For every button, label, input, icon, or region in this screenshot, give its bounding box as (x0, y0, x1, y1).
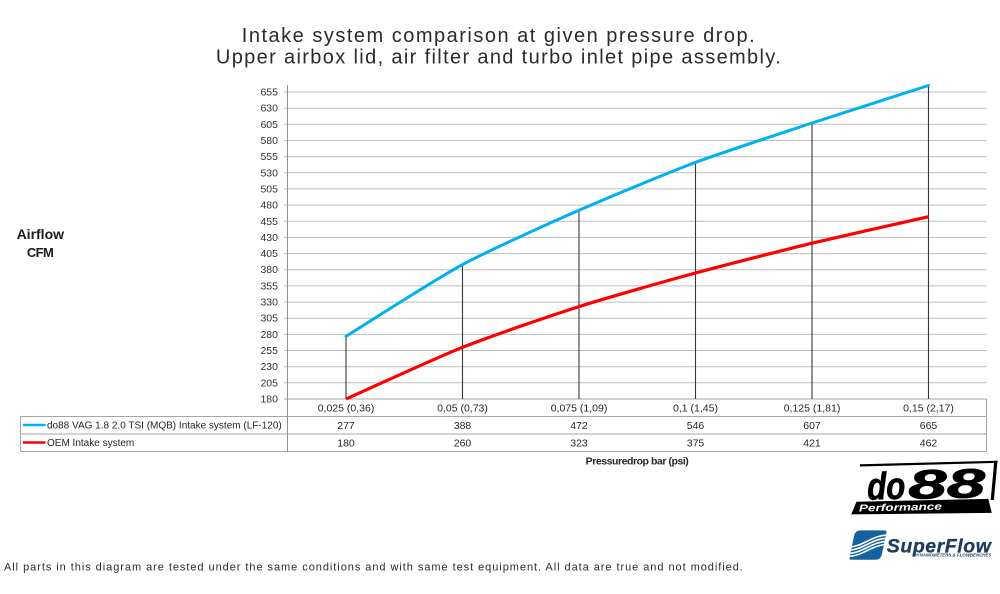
svg-text:355: 355 (260, 280, 278, 292)
svg-text:230: 230 (260, 361, 278, 373)
svg-text:605: 605 (260, 119, 278, 131)
svg-text:655: 655 (260, 87, 278, 99)
svg-text:530: 530 (260, 167, 278, 179)
svg-text:0,15 (2,17): 0,15 (2,17) (903, 403, 954, 415)
svg-text:580: 580 (260, 135, 278, 147)
svg-text:DYNAMOMETERS & FLOWBENCHES: DYNAMOMETERS & FLOWBENCHES (914, 553, 992, 558)
svg-text:All parts in this diagram are: All parts in this diagram are tested und… (4, 562, 744, 574)
svg-text:Airflow: Airflow (17, 226, 65, 242)
svg-text:375: 375 (687, 438, 705, 450)
svg-text:505: 505 (260, 183, 278, 195)
svg-text:430: 430 (260, 232, 278, 244)
svg-text:455: 455 (260, 216, 278, 228)
svg-text:0,1 (1,45): 0,1 (1,45) (673, 403, 718, 415)
svg-text:607: 607 (803, 420, 821, 432)
svg-text:205: 205 (260, 377, 278, 389)
svg-text:0,025 (0,36): 0,025 (0,36) (318, 403, 375, 415)
svg-text:88: 88 (908, 460, 986, 508)
svg-text:SuperFlow: SuperFlow (887, 535, 993, 557)
svg-text:Performance: Performance (859, 502, 943, 515)
svg-text:421: 421 (803, 438, 821, 450)
svg-text:546: 546 (687, 420, 705, 432)
svg-text:330: 330 (260, 297, 278, 309)
svg-text:630: 630 (260, 103, 278, 115)
svg-text:CFM: CFM (27, 245, 53, 260)
svg-text:180: 180 (260, 394, 278, 406)
svg-text:0,05 (0,73): 0,05 (0,73) (437, 403, 488, 415)
svg-text:472: 472 (570, 420, 588, 432)
svg-text:462: 462 (920, 438, 938, 450)
svg-text:388: 388 (454, 420, 472, 432)
svg-text:Pressuredrop bar (psi): Pressuredrop bar (psi) (586, 456, 689, 468)
svg-text:260: 260 (454, 438, 472, 450)
svg-text:280: 280 (260, 329, 278, 341)
svg-text:380: 380 (260, 264, 278, 276)
svg-text:OEM Intake system: OEM Intake system (47, 438, 134, 449)
svg-text:665: 665 (920, 420, 938, 432)
svg-text:Intake system comparison at gi: Intake system comparison at given pressu… (242, 25, 756, 47)
svg-text:0,075 (1,09): 0,075 (1,09) (551, 403, 608, 415)
svg-text:555: 555 (260, 151, 278, 163)
svg-text:180: 180 (337, 438, 355, 450)
svg-text:0,125 (1,81): 0,125 (1,81) (784, 403, 841, 415)
svg-text:do: do (867, 466, 906, 509)
svg-text:277: 277 (337, 420, 355, 432)
svg-text:305: 305 (260, 313, 278, 325)
svg-text:480: 480 (260, 200, 278, 212)
svg-text:405: 405 (260, 248, 278, 260)
svg-text:323: 323 (570, 438, 588, 450)
svg-text:Upper airbox lid, air filter a: Upper airbox lid, air filter and turbo i… (216, 47, 782, 69)
svg-text:255: 255 (260, 345, 278, 357)
svg-text:do88 VAG 1.8 2.0 TSI (MQB) Int: do88 VAG 1.8 2.0 TSI (MQB) Intake system… (47, 421, 282, 432)
